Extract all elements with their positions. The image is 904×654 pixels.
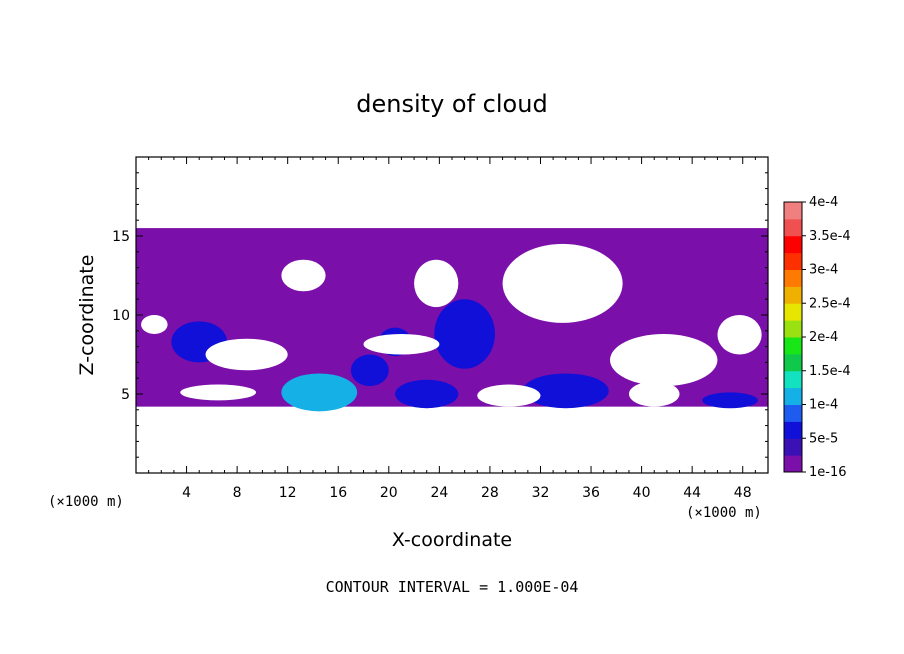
colorbar-segment xyxy=(784,353,802,372)
x-tick-label: 28 xyxy=(481,485,499,501)
x-tick-label: 24 xyxy=(430,485,448,501)
colorbar-label: 2e-4 xyxy=(809,330,838,345)
y-tick-label: 5 xyxy=(121,387,130,403)
x-axis-label: X-coordinate xyxy=(392,529,512,551)
clear-region xyxy=(141,315,168,334)
density-core xyxy=(281,373,358,412)
colorbar-segment xyxy=(784,252,802,270)
clear-region xyxy=(717,315,762,355)
colorbar-label: 2.5e-4 xyxy=(809,296,851,311)
colorbar-segment xyxy=(784,421,802,439)
colorbar-label: 5e-5 xyxy=(809,431,838,446)
colorbar-segment xyxy=(784,404,802,422)
clear-region xyxy=(205,338,288,371)
colorbar-segment xyxy=(784,320,802,338)
colorbar-segment xyxy=(784,269,802,287)
x-tick-label: 4 xyxy=(182,485,191,501)
chart-title: density of cloud xyxy=(356,90,547,118)
plot-area xyxy=(136,228,768,412)
x-tick-label: 32 xyxy=(532,485,550,501)
density-core xyxy=(434,299,495,369)
x-tick-label: 8 xyxy=(233,485,242,501)
colorbar-segment xyxy=(784,337,802,355)
clear-region xyxy=(363,333,440,355)
colorbar: 1e-16 5e-5 1e-4 1.5e-4 2e-4 2.5e-4 3e-4 3.5e-4 4… xyxy=(783,195,851,480)
x-tick-label: 40 xyxy=(633,485,651,501)
y-tick-label: 15 xyxy=(112,229,130,245)
colorbar-segment xyxy=(784,438,802,456)
clear-region xyxy=(610,333,718,387)
colorbar-segment xyxy=(784,202,802,220)
colorbar-segment xyxy=(784,303,802,321)
colorbar-label: 3.5e-4 xyxy=(809,229,851,244)
clear-region xyxy=(414,259,459,308)
colorbar-label: 3e-4 xyxy=(809,263,838,278)
density-core xyxy=(350,354,389,387)
colorbar-label: 1.5e-4 xyxy=(809,364,851,379)
y-tick-label: 10 xyxy=(112,308,130,324)
colorbar-segment xyxy=(784,387,802,405)
y-axis-label: Z-coordinate xyxy=(76,255,98,376)
clear-region xyxy=(628,381,680,407)
x-tick-label: 16 xyxy=(329,485,347,501)
x-axis: 4 8 12 16 20 24 28 32 36 40 44 48 xyxy=(148,157,756,501)
contour-interval-note: CONTOUR INTERVAL = 1.000E-04 xyxy=(326,578,579,596)
x-tick-label: 20 xyxy=(380,485,398,501)
colorbar-label: 1e-4 xyxy=(809,398,838,413)
x-unit-right: (×1000 m) xyxy=(686,505,762,521)
clear-region xyxy=(281,259,326,292)
colorbar-segment xyxy=(784,286,802,304)
x-tick-label: 48 xyxy=(734,485,752,501)
x-tick-label: 44 xyxy=(683,485,701,501)
density-core xyxy=(522,373,609,409)
colorbar-segment xyxy=(784,370,802,389)
density-core xyxy=(395,379,459,409)
x-tick-label: 36 xyxy=(582,485,600,501)
y-axis: 5 10 15 xyxy=(112,172,768,458)
colorbar-label: 4e-4 xyxy=(809,195,838,210)
x-tick-label: 12 xyxy=(279,485,297,501)
clear-region xyxy=(180,384,257,401)
density-core xyxy=(702,392,758,409)
colorbar-label: 1e-16 xyxy=(809,465,847,480)
colorbar-segment xyxy=(784,218,802,237)
clear-region xyxy=(477,384,541,407)
clear-region xyxy=(502,243,623,323)
colorbar-segment xyxy=(784,455,802,473)
x-unit-left: (×1000 m) xyxy=(48,494,124,510)
colorbar-segment xyxy=(784,235,802,254)
